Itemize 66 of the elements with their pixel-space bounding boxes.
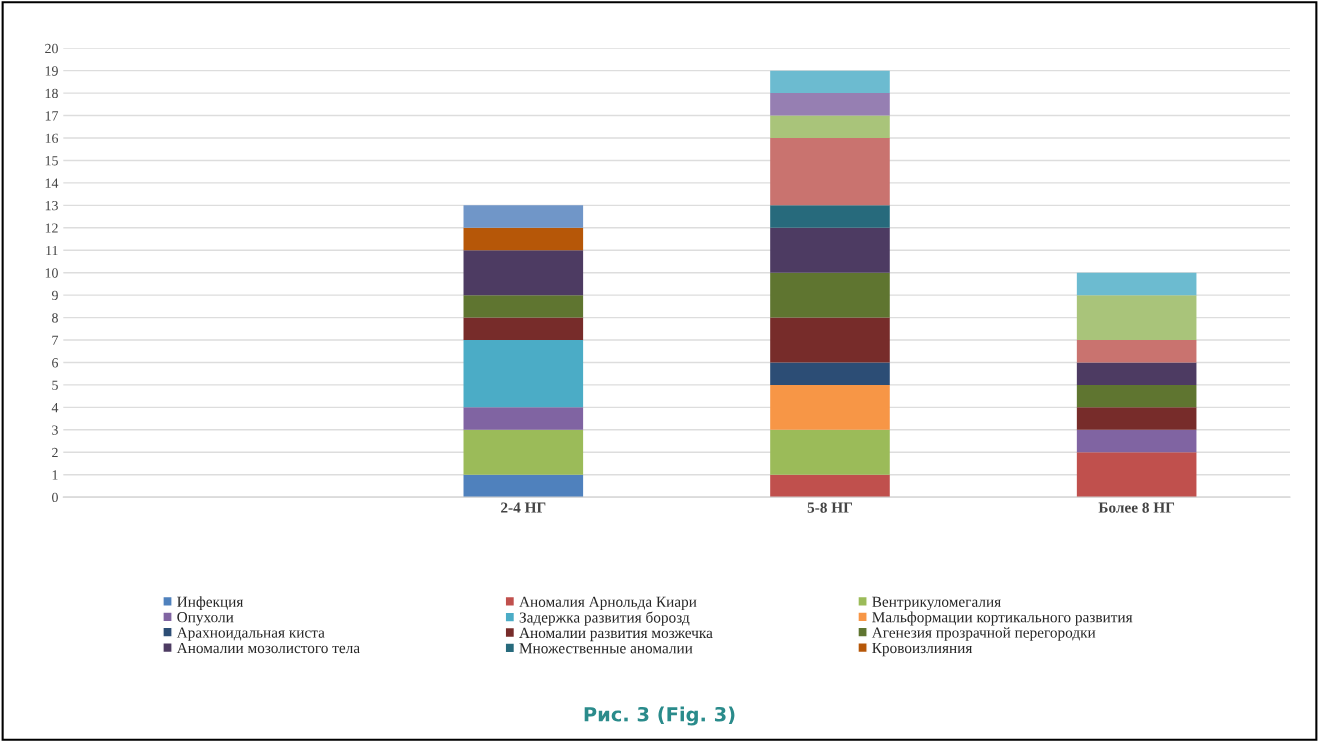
y-tick-label: 14 <box>45 178 59 188</box>
bar <box>1076 362 1197 385</box>
bar <box>770 384 890 430</box>
bar <box>770 474 890 498</box>
legend-label: Инфекция <box>177 596 244 611</box>
bar <box>1076 452 1197 498</box>
x-tick-label: Более 8 НГ <box>1098 502 1175 513</box>
y-tick-label: 4 <box>51 403 59 413</box>
y-tick-label: 15 <box>45 156 58 166</box>
bar <box>1076 407 1197 430</box>
y-tick-label: 6 <box>52 358 59 368</box>
bar <box>463 474 584 498</box>
bar <box>1076 272 1197 296</box>
y-tick-label: 2 <box>52 447 58 458</box>
bar <box>1076 429 1197 453</box>
y-tick-label: 11 <box>46 245 58 256</box>
y-tick-label: 9 <box>51 290 58 301</box>
y-tick-label: 18 <box>45 88 58 99</box>
bar <box>770 272 890 318</box>
y-tick-label: 12 <box>45 223 58 233</box>
legend-label: Арахноидальная киста <box>176 627 325 641</box>
y-tick-label: 0 <box>52 492 58 503</box>
bar <box>463 227 584 251</box>
bar <box>770 227 890 273</box>
y-tick-label: 3 <box>52 425 58 435</box>
bar <box>770 115 890 139</box>
y-tick-label: 19 <box>45 66 58 76</box>
legend-label: Аномалия Арнольда Киари <box>519 596 697 611</box>
legend-label: Аномалии мозолистого тела <box>176 642 360 654</box>
bar <box>770 93 890 116</box>
y-tick-label: 13 <box>45 200 58 211</box>
bar <box>1076 295 1197 341</box>
bar <box>1076 340 1197 363</box>
text: Рис. 3 (Fig. 3) <box>584 706 735 726</box>
bar <box>463 429 584 475</box>
legend-label: Мальформации кортикального развития <box>872 611 1133 626</box>
bar <box>463 250 584 296</box>
legend-label: Кровоизлияния <box>872 642 973 657</box>
y-tick-label: 1 <box>52 470 58 480</box>
x-tick-label: 5-8 НГ <box>807 502 853 513</box>
bar <box>770 138 890 206</box>
y-tick-label: 20 <box>45 43 58 54</box>
bar <box>770 429 890 475</box>
bar <box>463 317 584 341</box>
legend-label: Множественные аномалии <box>519 643 693 654</box>
bar <box>770 205 890 228</box>
y-tick-label: 8 <box>52 313 58 323</box>
bar <box>770 70 890 94</box>
legend-label: Вентрикуломегалия <box>872 596 1001 611</box>
bar <box>770 317 890 363</box>
legend-label: Агенезия прозрачной перегородки <box>871 627 1096 641</box>
y-tick-label: 10 <box>45 268 58 278</box>
legend-label: Аномалии развития мозжечка <box>519 627 713 642</box>
bar <box>463 407 584 430</box>
y-tick-label: 5 <box>52 380 58 390</box>
y-tick-label: 16 <box>45 133 59 143</box>
bar <box>463 205 584 228</box>
y-tick-label: 7 <box>52 335 59 345</box>
y-tick-label: 17 <box>45 111 59 121</box>
x-tick-label: 2-4 НГ <box>501 502 546 513</box>
legend-label: Опухоли <box>177 612 234 626</box>
bar <box>1076 384 1197 408</box>
legend-label: Задержка развития борозд <box>519 611 690 626</box>
bar <box>770 362 890 385</box>
bar <box>463 295 584 318</box>
bar <box>463 340 584 408</box>
